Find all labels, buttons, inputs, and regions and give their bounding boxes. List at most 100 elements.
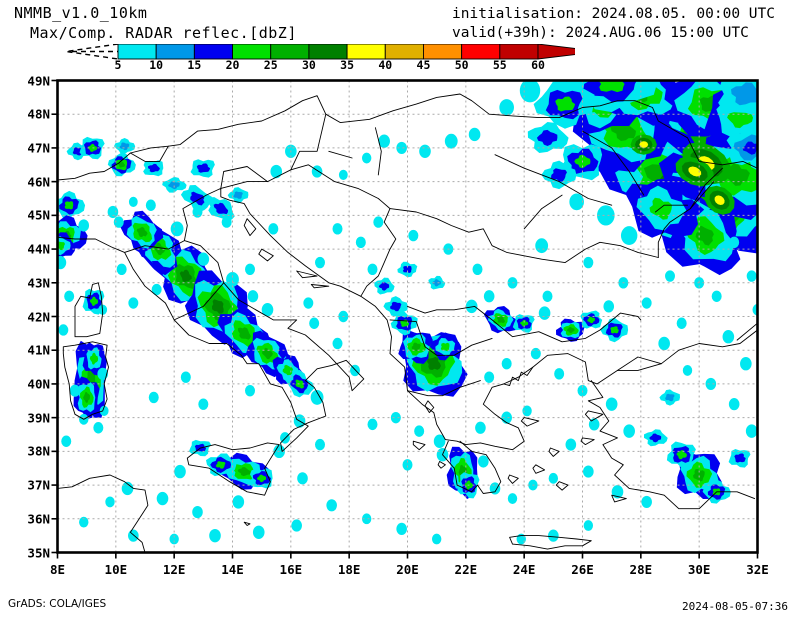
radar-echo-contour xyxy=(411,342,421,352)
radar-echo-speck xyxy=(174,464,186,479)
radar-echo-speck xyxy=(597,205,615,226)
lat-axis-label: 43N xyxy=(27,275,50,291)
radar-echo-speck xyxy=(548,529,559,542)
radar-echo-contour xyxy=(153,242,166,256)
coastline xyxy=(407,305,642,343)
coastline xyxy=(689,181,715,210)
coastline xyxy=(584,410,604,422)
lat-axis-label: 38N xyxy=(27,443,50,459)
radar-echo-speck xyxy=(198,398,209,410)
lat-axis-label: 39N xyxy=(27,410,50,426)
radar-echo-speck xyxy=(367,418,378,431)
radar-echo-cell xyxy=(726,130,758,166)
colorbar-tick-label: 10 xyxy=(149,58,164,72)
radar-echo-contour xyxy=(390,301,402,312)
lon-axis-label: 22E xyxy=(454,561,478,577)
radar-echo-contour xyxy=(496,316,506,324)
coastline xyxy=(437,461,446,469)
coastline xyxy=(587,380,756,510)
radar-echo-speck xyxy=(676,317,687,329)
lon-axis-label: 12E xyxy=(162,561,186,577)
radar-echo-speck xyxy=(530,347,541,360)
radar-echo-contour xyxy=(566,327,575,334)
radar-echo-speck xyxy=(623,424,635,438)
coastline xyxy=(654,204,688,213)
coastline xyxy=(220,166,268,189)
colorbar-tick-label: 60 xyxy=(531,58,545,72)
lon-axis-label: 8E xyxy=(49,561,66,577)
colorbar-tick-label: 35 xyxy=(340,58,355,72)
radar-echo-contour xyxy=(402,265,412,273)
coastline xyxy=(160,610,204,618)
radar-echo-cell xyxy=(120,210,164,254)
radar-echo-speck xyxy=(332,223,343,235)
coastline xyxy=(412,440,426,451)
colorbar-tick-label: 40 xyxy=(378,58,393,72)
radar-echo-speck xyxy=(121,481,134,496)
radar-echo-contour xyxy=(520,319,529,327)
radar-echo-contour xyxy=(148,163,160,173)
coastline xyxy=(57,187,758,452)
radar-echo-speck xyxy=(221,216,232,228)
radar-echo-cell xyxy=(666,441,696,469)
radar-echo-speck xyxy=(180,371,191,383)
radar-echo-contour xyxy=(649,197,673,220)
radar-echo-contour xyxy=(587,316,596,324)
coastline xyxy=(494,154,613,206)
radar-echo-speck xyxy=(93,422,104,434)
radar-echo-contour xyxy=(136,226,148,238)
radar-echo-speck xyxy=(468,127,481,142)
radar-echo-cell xyxy=(206,453,237,477)
radar-echo-speck xyxy=(156,491,169,506)
lon-axis-label: 20E xyxy=(396,561,419,577)
coastline xyxy=(243,521,251,526)
lon-axis-label: 14E xyxy=(221,561,244,577)
radar-echo-cell xyxy=(527,122,569,153)
radar-echo-speck xyxy=(548,472,559,484)
coastline xyxy=(389,208,659,264)
radar-echo-cell xyxy=(390,311,418,336)
radar-echo-contour xyxy=(688,166,702,177)
radar-echo-speck xyxy=(472,263,483,275)
colorbar-tick-label: 25 xyxy=(263,58,278,72)
radar-echo-speck xyxy=(554,368,565,380)
radar-echo-speck xyxy=(332,337,343,350)
lat-axis-label: 35N xyxy=(27,545,50,560)
lon-axis-label: 24E xyxy=(512,561,536,577)
radar-echo-speck xyxy=(197,252,210,266)
radar-echo-speck xyxy=(113,216,124,228)
radar-echo-contour xyxy=(295,379,305,389)
radar-echo-speck xyxy=(665,270,675,282)
lon-axis-label: 32E xyxy=(746,561,769,577)
radar-echo-speck xyxy=(128,297,139,309)
radar-echo-speck xyxy=(565,438,577,451)
radar-echo-speck xyxy=(538,306,551,320)
radar-echo-contour xyxy=(196,163,211,173)
radar-echo-speck xyxy=(620,226,638,245)
radar-echo-contour xyxy=(610,326,619,334)
radar-echo-contour xyxy=(432,279,441,287)
radar-echo-speck xyxy=(105,496,115,508)
lat-axis-label: 42N xyxy=(27,309,50,324)
coastline xyxy=(532,464,546,474)
radar-echo-contour xyxy=(89,296,99,306)
radar-echo-speck xyxy=(519,80,541,103)
radar-echo-speck xyxy=(169,533,179,545)
radar-echo-contour xyxy=(262,347,273,360)
radar-echo-speck xyxy=(396,141,407,155)
radar-echo-cell xyxy=(512,314,535,333)
radar-echo-speck xyxy=(745,424,758,438)
radar-echo-contour xyxy=(256,474,267,483)
radar-echo-speck xyxy=(431,533,442,545)
radar-echo-speck xyxy=(311,165,323,178)
coastline xyxy=(186,442,280,496)
radar-echo-contour xyxy=(57,241,65,251)
radar-echo-speck xyxy=(483,290,495,303)
radar-echo-speck xyxy=(402,459,413,471)
valid-time: valid(+39h): 2024.AUG.06 15:00 UTC xyxy=(452,25,749,41)
radar-echo-cell xyxy=(114,138,136,155)
radar-echo-speck xyxy=(58,324,69,336)
radar-echo-cell xyxy=(73,376,100,420)
radar-echo-speck xyxy=(501,358,512,370)
